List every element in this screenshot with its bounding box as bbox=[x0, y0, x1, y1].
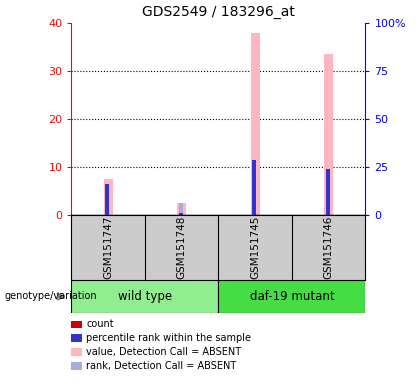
Text: GSM151748: GSM151748 bbox=[177, 216, 186, 280]
Bar bbox=[324, 54, 333, 215]
Text: value, Detection Call = ABSENT: value, Detection Call = ABSENT bbox=[86, 347, 241, 357]
Text: GSM151746: GSM151746 bbox=[324, 216, 333, 280]
Text: count: count bbox=[86, 319, 114, 329]
Text: daf-19 mutant: daf-19 mutant bbox=[249, 290, 334, 303]
Bar bbox=[104, 179, 113, 215]
Title: GDS2549 / 183296_at: GDS2549 / 183296_at bbox=[142, 5, 295, 19]
Bar bbox=[252, 160, 257, 215]
Bar bbox=[251, 33, 260, 215]
Text: rank, Detection Call = ABSENT: rank, Detection Call = ABSENT bbox=[86, 361, 236, 371]
Bar bbox=[105, 184, 110, 215]
Bar bbox=[252, 160, 257, 215]
Bar bbox=[177, 203, 186, 215]
Bar bbox=[326, 169, 330, 215]
Bar bbox=[105, 184, 110, 215]
Bar bbox=[71, 280, 218, 313]
Bar bbox=[178, 213, 183, 215]
Bar bbox=[218, 280, 365, 313]
Text: wild type: wild type bbox=[118, 290, 172, 303]
Bar bbox=[326, 169, 330, 215]
Text: genotype/variation: genotype/variation bbox=[4, 291, 97, 301]
Text: percentile rank within the sample: percentile rank within the sample bbox=[86, 333, 251, 343]
Text: GSM151747: GSM151747 bbox=[103, 216, 113, 280]
Bar bbox=[178, 203, 183, 215]
Text: GSM151745: GSM151745 bbox=[250, 216, 260, 280]
